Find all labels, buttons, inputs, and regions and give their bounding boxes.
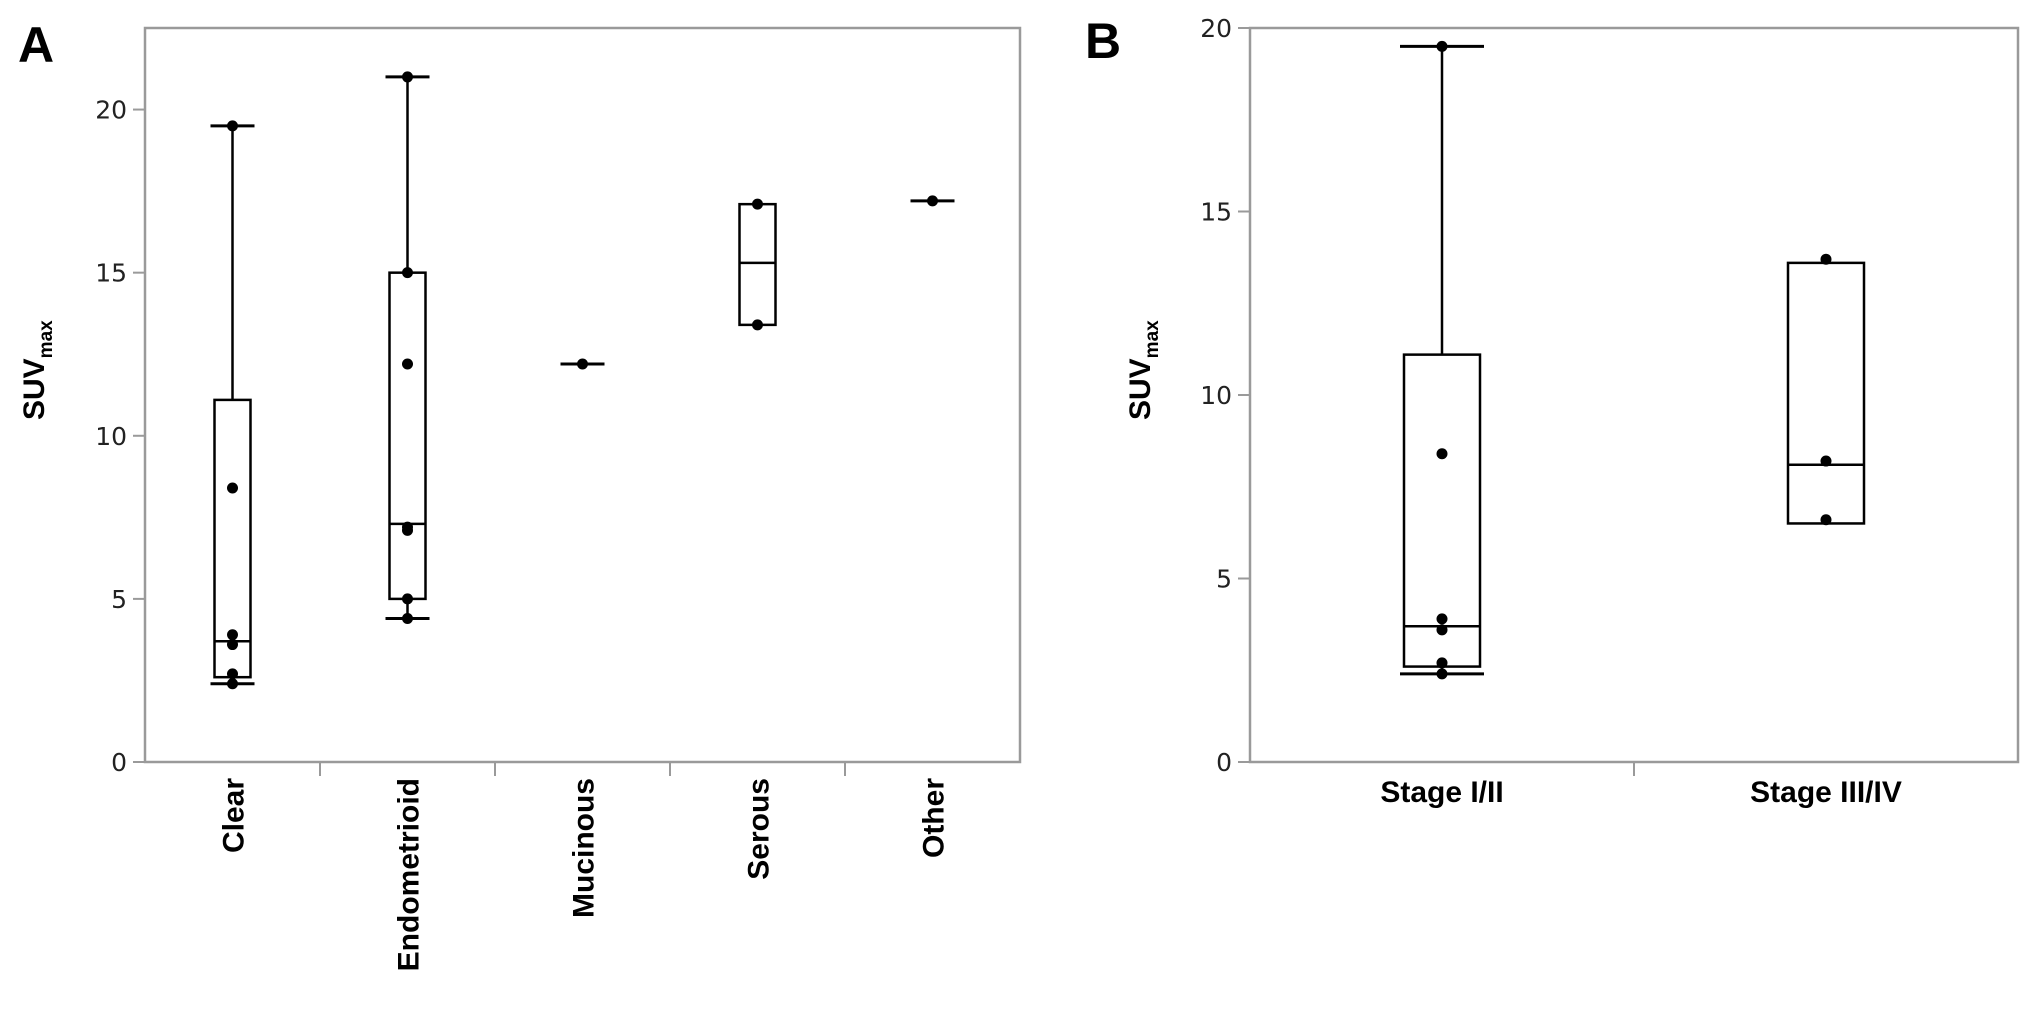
box-iqr — [388, 271, 427, 601]
y-tick-label-b: 10 — [1200, 381, 1232, 410]
data-point — [402, 267, 413, 279]
data-point — [577, 358, 588, 370]
panel-label-a: A — [18, 17, 54, 73]
data-point — [927, 195, 938, 207]
y-axis-title-a-main: SUV — [18, 358, 51, 420]
y-axis-title-b-main: SUV — [1124, 358, 1157, 420]
data-point — [1820, 455, 1832, 467]
data-point — [227, 482, 238, 494]
data-point — [227, 629, 238, 641]
panel-label-b: B — [1085, 13, 1121, 69]
box-iqr — [738, 202, 777, 327]
box-iqr — [1786, 261, 1866, 525]
data-point — [402, 524, 413, 536]
plot-frame-a — [143, 26, 1022, 764]
x-category-label-a: Serous — [743, 778, 776, 880]
data-point — [1436, 657, 1448, 669]
y-tick-label-a: 10 — [95, 422, 127, 451]
data-point — [402, 612, 413, 624]
data-point — [402, 593, 413, 605]
data-point — [1436, 448, 1448, 460]
chart-panel-a: 0 5 10 15 20 Clear Endometrioid Mucinous Serous O… — [95, 26, 1022, 971]
chart-panel-b: 0 5 10 15 20 Stage I/II Stage III/IV — [1200, 14, 2020, 809]
y-axis-title-b-sub: max — [1142, 320, 1163, 358]
data-point — [227, 639, 238, 651]
data-point — [1820, 514, 1832, 526]
plot-frame-b — [1248, 26, 2020, 764]
y-axis-title-a-sub: max — [36, 320, 57, 358]
y-tick-label-b: 20 — [1200, 14, 1232, 43]
x-category-label-b: Stage III/IV — [1750, 776, 1902, 809]
y-tick-label-a: 5 — [111, 585, 127, 614]
x-category-label-b: Stage I/II — [1380, 776, 1503, 809]
x-category-label-a: Endometrioid — [393, 778, 426, 971]
data-point — [1436, 40, 1448, 52]
data-point — [752, 319, 763, 331]
data-point — [1436, 613, 1448, 625]
y-tick-label-a: 15 — [95, 259, 127, 288]
data-point — [1436, 624, 1448, 636]
y-tick-label-b: 15 — [1200, 198, 1232, 227]
data-point — [402, 358, 413, 370]
y-tick-label-a: 20 — [95, 96, 127, 125]
data-point — [402, 71, 413, 83]
y-axis-title-b: SUVmax — [1124, 320, 1163, 420]
y-axis-title-a: SUVmax — [18, 320, 57, 420]
x-category-label-a: Other — [918, 778, 951, 858]
data-point — [227, 678, 238, 690]
data-point — [227, 668, 238, 680]
x-category-label-a: Clear — [218, 778, 251, 853]
y-tick-label-b: 0 — [1216, 748, 1232, 777]
data-point — [752, 198, 763, 210]
data-point — [1436, 668, 1448, 680]
y-tick-label-b: 5 — [1216, 565, 1232, 594]
data-point — [1820, 253, 1832, 265]
data-point — [227, 120, 238, 132]
x-category-label-a: Mucinous — [568, 778, 601, 918]
y-tick-label-a: 0 — [111, 748, 127, 777]
